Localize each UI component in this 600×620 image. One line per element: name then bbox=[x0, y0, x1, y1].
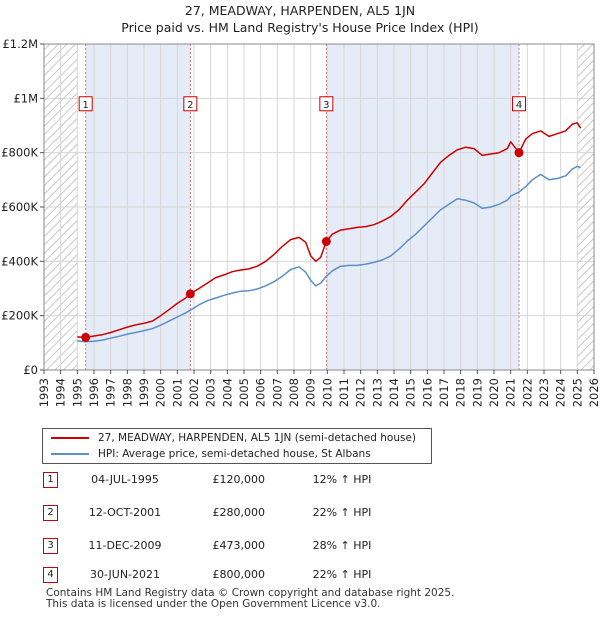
y-tick-label: £1M bbox=[13, 91, 38, 105]
x-tick-label: 1996 bbox=[87, 378, 101, 407]
x-tick-label: 1993 bbox=[37, 378, 51, 407]
sale-date: 11-DEC-2009 bbox=[88, 539, 162, 552]
sale-hpi-change: 28% ↑ HPI bbox=[312, 539, 372, 552]
x-tick-label: 2021 bbox=[504, 378, 518, 407]
legend-swatch-property bbox=[51, 437, 89, 439]
sale-price: £473,000 bbox=[212, 539, 266, 552]
chart-legend: 27, MEADWAY, HARPENDEN, AL5 1JN (semi-de… bbox=[42, 428, 432, 464]
sale-number-badge: 1 bbox=[43, 472, 58, 488]
x-tick-label: 2010 bbox=[320, 378, 334, 407]
x-tick-label: 1995 bbox=[70, 378, 84, 407]
y-tick-label: £400K bbox=[1, 254, 38, 268]
y-tick-label: £200K bbox=[1, 309, 38, 323]
y-tick-label: £800K bbox=[1, 146, 38, 160]
chart-title-line2: Price paid vs. HM Land Registry's House … bbox=[121, 20, 479, 35]
sale-marker bbox=[185, 289, 195, 299]
sale-number-badge: 4 bbox=[43, 567, 58, 583]
x-tick-label: 2009 bbox=[304, 378, 318, 407]
x-tick-label: 2011 bbox=[337, 378, 351, 407]
series-line bbox=[77, 122, 582, 339]
sale-label-text: 4 bbox=[516, 100, 522, 111]
x-tick-label: 2016 bbox=[420, 378, 434, 407]
legend-item-property: 27, MEADWAY, HARPENDEN, AL5 1JN (semi-de… bbox=[43, 430, 431, 446]
x-tick-label: 2006 bbox=[254, 378, 268, 407]
sale-date: 30-JUN-2021 bbox=[89, 568, 161, 581]
series-line bbox=[77, 165, 581, 343]
x-tick-label: 2018 bbox=[454, 378, 468, 407]
x-tick-label: 2014 bbox=[387, 378, 401, 407]
chart-title: 27, MEADWAY, HARPENDEN, AL5 1JN Price pa… bbox=[0, 2, 600, 36]
x-tick-label: 2026 bbox=[587, 378, 600, 407]
x-tick-label: 2023 bbox=[537, 378, 551, 407]
footer-line2: This data is licensed under the Open Gov… bbox=[46, 598, 381, 610]
sale-number-badge: 3 bbox=[43, 538, 58, 554]
x-tick-label: 2000 bbox=[154, 378, 168, 407]
sale-row: 4 30-JUN-2021 £800,000 22% ↑ HPI bbox=[0, 565, 600, 585]
x-tick-label: 2019 bbox=[470, 378, 484, 407]
sale-marker bbox=[321, 237, 331, 247]
x-tick-label: 2003 bbox=[204, 378, 218, 407]
sale-row: 2 12-OCT-2001 £280,000 22% ↑ HPI bbox=[0, 503, 600, 523]
y-tick-label: £600K bbox=[1, 200, 38, 214]
sale-date: 04-JUL-1995 bbox=[91, 473, 159, 486]
sale-label-box bbox=[512, 96, 526, 112]
x-tick-label: 2024 bbox=[554, 378, 568, 407]
sale-date: 12-OCT-2001 bbox=[88, 506, 162, 519]
legend-swatch-hpi bbox=[51, 453, 89, 455]
sale-label-box bbox=[183, 96, 198, 112]
x-tick-label: 2002 bbox=[187, 378, 201, 407]
y-tick-label: £0 bbox=[23, 363, 38, 377]
sale-row: 3 11-DEC-2009 £473,000 28% ↑ HPI bbox=[0, 536, 600, 556]
sale-marker bbox=[514, 148, 524, 158]
x-tick-label: 2017 bbox=[437, 378, 451, 407]
x-tick-label: 2013 bbox=[370, 378, 384, 407]
x-tick-label: 2007 bbox=[270, 378, 284, 407]
x-tick-label: 1994 bbox=[54, 378, 68, 407]
x-tick-label: 1997 bbox=[104, 378, 118, 407]
sale-label-text: 2 bbox=[187, 100, 193, 111]
sale-price: £120,000 bbox=[212, 473, 266, 486]
x-tick-label: 2025 bbox=[570, 378, 584, 407]
x-tick-label: 2004 bbox=[220, 378, 234, 407]
sale-hpi-change: 12% ↑ HPI bbox=[312, 473, 372, 486]
chart-title-line1: 27, MEADWAY, HARPENDEN, AL5 1JN bbox=[184, 3, 416, 18]
legend-item-hpi: HPI: Average price, semi-detached house,… bbox=[43, 446, 431, 462]
x-tick-label: 2020 bbox=[487, 378, 501, 407]
sale-price: £800,000 bbox=[212, 568, 266, 581]
x-tick-label: 2008 bbox=[287, 378, 301, 407]
sale-price: £280,000 bbox=[212, 506, 266, 519]
footer-line1: Contains HM Land Registry data © Crown c… bbox=[46, 587, 455, 599]
x-tick-label: 2005 bbox=[237, 378, 251, 407]
x-tick-label: 2001 bbox=[170, 378, 184, 407]
x-tick-label: 2022 bbox=[520, 378, 534, 407]
x-tick-label: 1998 bbox=[120, 378, 134, 407]
footer-attribution: Contains HM Land Registry data © Crown c… bbox=[46, 588, 454, 610]
legend-label-property: 27, MEADWAY, HARPENDEN, AL5 1JN (semi-de… bbox=[98, 432, 417, 444]
sale-label-box bbox=[78, 96, 93, 112]
sale-number-badge: 2 bbox=[43, 505, 58, 521]
sale-row: 1 04-JUL-1995 £120,000 12% ↑ HPI bbox=[0, 470, 600, 490]
sale-marker bbox=[81, 332, 91, 342]
sale-label-text: 1 bbox=[82, 100, 88, 111]
sale-hpi-change: 22% ↑ HPI bbox=[312, 506, 372, 519]
sale-label-text: 3 bbox=[323, 100, 329, 111]
sale-label-box bbox=[319, 96, 334, 112]
x-tick-label: 2015 bbox=[404, 378, 418, 407]
y-tick-label: £1.2M bbox=[2, 37, 38, 51]
x-tick-label: 1999 bbox=[137, 378, 151, 407]
x-tick-label: 2012 bbox=[354, 378, 368, 407]
legend-label-hpi: HPI: Average price, semi-detached house,… bbox=[98, 448, 371, 460]
sale-hpi-change: 22% ↑ HPI bbox=[312, 568, 372, 581]
